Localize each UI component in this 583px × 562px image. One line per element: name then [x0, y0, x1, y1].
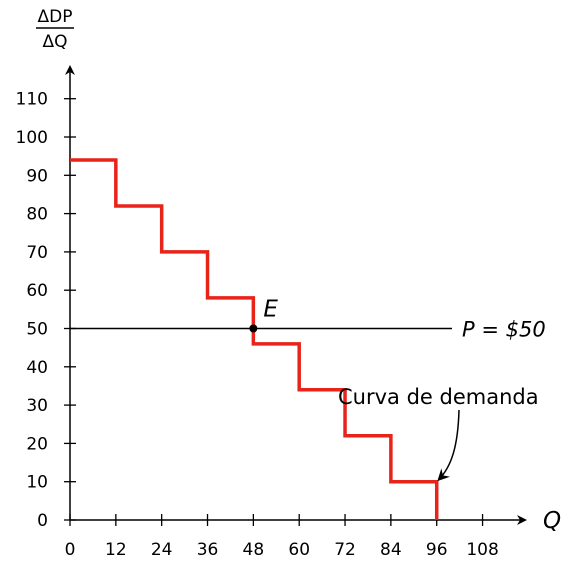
equilibrium-label: E [263, 297, 278, 323]
y-tick-label: 40 [26, 358, 48, 378]
price-line-label: P = $50 [462, 318, 546, 342]
y-tick-label: 20 [26, 434, 48, 454]
y-tick-label: 80 [26, 205, 48, 225]
y-tick-label: 100 [16, 128, 48, 148]
equilibrium-point [249, 324, 258, 333]
x-tick-label: 48 [243, 540, 265, 560]
y-tick-label: 50 [26, 320, 48, 340]
demand-curve-label: Curva de demanda [338, 385, 539, 409]
x-tick-label: 12 [105, 540, 127, 560]
x-tick-label: 96 [426, 540, 448, 560]
demand-curve [70, 158, 439, 520]
y-tick-label: 90 [26, 166, 48, 186]
y-tick-label: 60 [26, 281, 48, 301]
y-axis-title-numerator: ΔDP [38, 7, 73, 27]
y-tick-label: 10 [26, 473, 48, 493]
demand-label-pointer [437, 409, 460, 482]
x-tick-label: 72 [334, 540, 356, 560]
x-tick-label: 0 [65, 540, 76, 560]
x-axis-title: Q [543, 508, 561, 534]
x-tick-label: 24 [151, 540, 173, 560]
y-axis-title: ΔDP ΔQ [36, 7, 74, 52]
y-tick-label: 30 [26, 396, 48, 416]
y-ticks: 0 10 20 30 40 50 60 70 80 90 100 110 [16, 90, 76, 531]
y-axis-title-denominator: ΔQ [42, 32, 67, 52]
x-tick-label: 108 [466, 540, 498, 560]
x-tick-label: 84 [380, 540, 402, 560]
y-tick-label: 110 [16, 90, 48, 110]
x-ticks: 0 12 24 36 48 60 72 84 96 108 [65, 514, 499, 560]
x-tick-label: 36 [197, 540, 219, 560]
y-tick-label: 70 [26, 243, 48, 263]
y-tick-label: 0 [37, 511, 48, 531]
x-tick-label: 60 [288, 540, 310, 560]
